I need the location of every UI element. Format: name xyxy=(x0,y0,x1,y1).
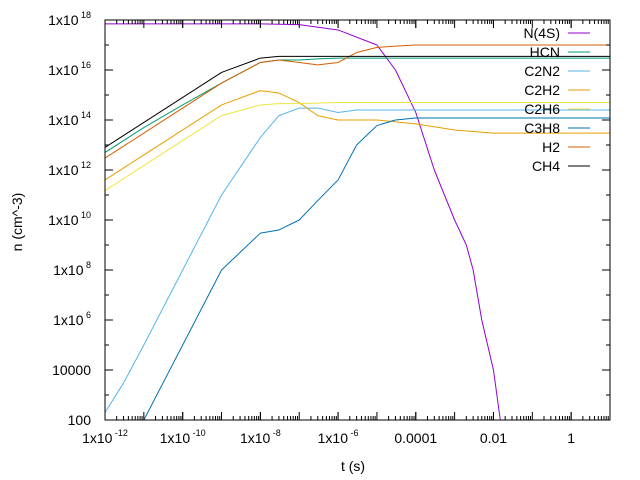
y-axis: 1x10 18 1x10 16 1x10 14 1x10 12 1x10 10 1x10 … xyxy=(48,10,610,428)
legend: N(4S) HCN C2N2 C2H2 C2H6 C3H8 H2 CH4 xyxy=(523,25,590,174)
legend-label-c2n2: C2N2 xyxy=(524,63,560,79)
y-axis-label: n (cm^-3) xyxy=(9,193,25,252)
series-line-h2 xyxy=(105,44,610,159)
series-line-c3h8 xyxy=(143,117,610,420)
x-axis: 1x10 -12 1x10 -10 1x10 -8 1x10 -6 0.0001 0.01… xyxy=(82,20,609,446)
y-tick-label: 1x10 14 xyxy=(48,110,91,128)
series-line-hcn xyxy=(105,57,610,153)
legend-label-c3h8: C3H8 xyxy=(524,120,560,136)
legend-label-h2: H2 xyxy=(542,139,560,155)
y-tick-label: 1x10 10 xyxy=(48,210,91,228)
legend-label-hcn: HCN xyxy=(530,44,560,60)
x-tick-label: 1x10 -8 xyxy=(240,428,281,446)
series-line-c2n2 xyxy=(105,107,610,413)
y-tick-label: 1x10 8 xyxy=(53,260,91,278)
x-tick-label: 1x10 -6 xyxy=(318,428,359,446)
series-layer xyxy=(105,23,610,420)
x-tick-label: 0.0001 xyxy=(394,430,437,446)
y-tick-label: 10000 xyxy=(52,362,91,378)
legend-label-c2h6: C2H6 xyxy=(524,101,560,117)
legend-label-ch4: CH4 xyxy=(532,158,560,174)
series-line-c2h2 xyxy=(105,90,610,181)
series-line-ch4 xyxy=(105,55,610,148)
y-tick-label: 1x10 16 xyxy=(48,60,91,78)
legend-label-n-4s: N(4S) xyxy=(523,25,560,41)
y-tick-label: 1x10 12 xyxy=(48,160,91,178)
y-tick-label: 1x10 18 xyxy=(48,10,91,28)
x-tick-label: 1 xyxy=(567,430,575,446)
series-line-n-4s xyxy=(105,23,501,420)
series-line-c2h6 xyxy=(105,102,610,192)
y-tick-label: 100 xyxy=(68,412,92,428)
x-tick-label: 1x10 -12 xyxy=(82,428,128,446)
x-axis-label: t (s) xyxy=(341,458,365,474)
y-tick-label: 1x10 6 xyxy=(53,310,91,328)
x-tick-label: 1x10 -10 xyxy=(160,428,206,446)
x-tick-label: 0.01 xyxy=(480,430,507,446)
legend-label-c2h2: C2H2 xyxy=(524,82,560,98)
plot-border xyxy=(104,19,611,421)
